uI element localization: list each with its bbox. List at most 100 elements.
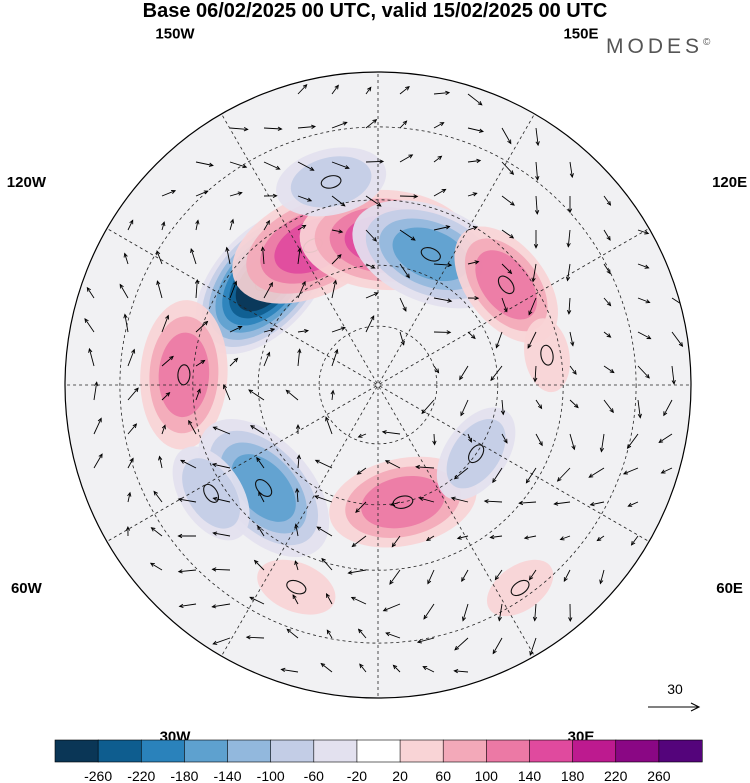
wind-vector-head [286, 628, 292, 634]
wind-vector-head [503, 307, 508, 313]
wind-vector-shaft [467, 160, 481, 163]
wind-vector-head [525, 478, 531, 484]
colorbar-swatch [227, 739, 272, 763]
wind-vector-shaft [150, 562, 163, 571]
contour-line [420, 247, 441, 262]
wind-vector-head [476, 158, 482, 164]
wind-vector [212, 496, 231, 503]
wind-vector-head [645, 373, 650, 379]
contour-line [203, 483, 220, 503]
wind-vector-shaft [557, 467, 571, 482]
wind-vector-shaft [490, 535, 503, 538]
wind-vector-shaft [389, 569, 401, 585]
wind-vector-shaft [603, 399, 614, 413]
wind-vector [297, 195, 313, 202]
wind-vector-head [434, 368, 440, 374]
wind-vector-shaft [490, 365, 503, 381]
wind-vector-shaft [399, 86, 410, 95]
wind-vector-head [566, 309, 572, 315]
wind-vector [603, 229, 611, 241]
chart-title: Base 06/02/2025 00 UTC, valid 15/02/2025… [142, 0, 608, 22]
wind-vector-shaft [325, 417, 333, 435]
wind-vector-head [211, 567, 217, 572]
wind-vector-shaft [297, 84, 308, 95]
wind-vector-head [421, 409, 426, 415]
wind-vector-shaft [161, 315, 169, 333]
wind-vector-shaft [151, 527, 163, 537]
wind-vector [418, 496, 435, 503]
wind-vector [518, 500, 537, 506]
wind-vector-shaft [93, 382, 98, 401]
wind-vector-shaft [297, 195, 312, 202]
wind-vector [532, 603, 538, 622]
wind-vector-shaft [213, 532, 231, 537]
wind-vector [637, 365, 650, 379]
wind-vector-head [456, 535, 462, 540]
wind-vector [453, 668, 469, 674]
wind-vector-shaft [93, 418, 102, 435]
wind-vector [195, 320, 209, 333]
wind-vector-shaft [127, 349, 135, 367]
graticule [65, 72, 691, 698]
wind-vector-head [418, 496, 424, 502]
wind-vector-head [644, 264, 650, 269]
wind-vector-shaft [637, 365, 650, 379]
wind-vector-shaft [421, 399, 435, 414]
wind-vector-shaft [263, 328, 275, 333]
wind-vector-shaft [501, 433, 508, 444]
wind-vector [535, 433, 543, 447]
wind-vector-head [296, 454, 302, 460]
wind-vector-shaft [390, 501, 401, 506]
wind-vector-head [307, 197, 313, 202]
wind-vector [177, 497, 197, 503]
wind-vector [389, 569, 401, 585]
wind-vector-shaft [314, 495, 333, 503]
wind-vector [501, 229, 515, 239]
wind-vector-head [507, 139, 512, 145]
wind-vector-head [301, 280, 306, 286]
wind-vector-head [459, 375, 464, 381]
wind-vector-head [134, 387, 139, 393]
wind-vector-shaft [433, 155, 442, 163]
wind-vector [603, 331, 612, 338]
wind-vector-shaft [297, 248, 301, 265]
wind-vector-shaft [467, 331, 476, 339]
wind-vector-shaft [161, 392, 170, 401]
wind-vector-shaft [297, 349, 301, 367]
meridian [378, 386, 535, 657]
wind-vector [567, 196, 573, 214]
wind-vector [390, 501, 401, 506]
wind-vector-head [304, 328, 310, 334]
wind-vector-head [509, 170, 515, 175]
wind-vector [492, 467, 503, 484]
wind-vector [229, 161, 248, 169]
wind-vector [326, 629, 333, 639]
wind-vector [177, 533, 196, 539]
wind-vector-head [569, 173, 574, 179]
wind-vector-shaft [528, 297, 537, 315]
wind-vector-head [370, 315, 375, 321]
wind-vector-shaft [212, 463, 231, 469]
wind-vector [603, 365, 615, 374]
wind-vector [461, 603, 469, 622]
wind-vector [331, 161, 350, 170]
contour-line [510, 579, 530, 597]
wind-vector-shaft [671, 365, 675, 384]
wind-vector-shaft [159, 456, 163, 469]
wind-vector-head [415, 464, 420, 470]
wind-vector [294, 523, 299, 537]
wind-vector-shaft [534, 365, 537, 382]
wind-vector [161, 355, 174, 367]
wind-vector-shaft [399, 263, 410, 278]
wind-vector-head [622, 470, 628, 475]
wind-vector-head [161, 221, 166, 227]
wind-vector-shaft [519, 501, 537, 504]
wind-vector [467, 226, 478, 231]
wind-vector-shaft [457, 535, 469, 539]
wind-vector-shaft [426, 535, 435, 541]
wind-vector-shaft [385, 632, 401, 639]
wind-vector-head [423, 614, 428, 620]
wind-vector [603, 195, 612, 206]
wind-vector-shaft [365, 229, 377, 242]
wind-vector [568, 603, 573, 623]
